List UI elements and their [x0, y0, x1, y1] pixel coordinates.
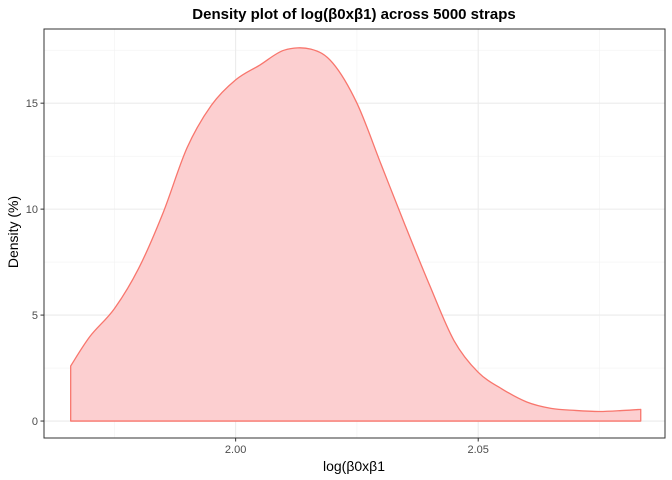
plot-border [43, 28, 666, 439]
y-tick-label: 5 [32, 310, 38, 322]
x-tick-label: 2.00 [225, 444, 246, 456]
y-axis-title: Density (%) [5, 196, 21, 268]
chart-title: Density plot of log(β0xβ1) across 5000 s… [192, 6, 515, 23]
x-tick-label: 2.05 [468, 444, 489, 456]
y-tick-label: 10 [26, 204, 38, 216]
plot-panel: 2.00 2.05 0 5 10 15 [26, 28, 666, 456]
y-tick-label: 0 [32, 416, 38, 428]
density-area [70, 47, 642, 422]
x-axis-title: log(β0xβ1 [323, 458, 385, 474]
y-tick-label: 15 [26, 98, 38, 110]
